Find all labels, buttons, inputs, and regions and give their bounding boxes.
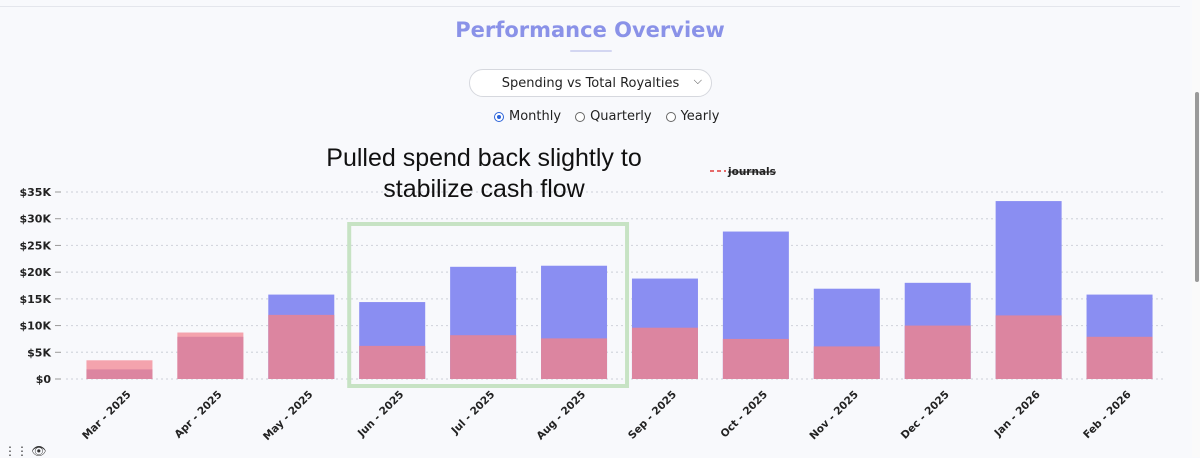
x-tick-label: Mar - 2025 [80, 389, 133, 442]
scrollbar-thumb[interactable] [1195, 92, 1199, 282]
footer-tools: ⋮⋮ 👁 [4, 444, 47, 458]
x-tick-label: Jul - 2025 [449, 389, 498, 438]
x-tick-label: Nov - 2025 [807, 389, 861, 443]
radio-monthly-label: Monthly [509, 109, 562, 124]
radio-yearly-label: Yearly [680, 109, 720, 124]
spend-bar [631, 327, 698, 379]
spend-bar [541, 338, 608, 379]
x-tick-label: Jun - 2025 [355, 389, 406, 440]
spend-bar [268, 314, 335, 379]
radio-quarterly[interactable]: Quarterly [575, 109, 652, 124]
title-underline [570, 50, 612, 52]
x-tick-label: Dec - 2025 [899, 389, 952, 442]
page-title: Performance Overview [455, 18, 725, 42]
legend-label: journals [727, 166, 776, 178]
spend-bar [359, 345, 426, 379]
chart-type-select-value: Spending vs Total Royalties [501, 76, 680, 91]
radio-quarterly-indicator[interactable] [575, 111, 586, 122]
radio-monthly-indicator[interactable] [494, 111, 504, 122]
radio-yearly[interactable]: Yearly [665, 109, 720, 124]
x-tick-label: Apr - 2025 [172, 389, 224, 441]
x-tick-label: Oct - 2025 [718, 389, 770, 441]
radio-yearly-indicator[interactable] [665, 111, 676, 122]
top-divider [0, 6, 1180, 7]
x-tick-label: Feb - 2026 [1081, 389, 1134, 442]
drag-handle-icon[interactable]: ⋮⋮ [4, 444, 28, 458]
spend-bar [904, 325, 971, 379]
spend-bar [995, 315, 1062, 379]
y-tick-label: $35K [20, 186, 52, 199]
y-tick-label: $30K [20, 213, 52, 226]
chevron-down-icon: ⌵ [693, 75, 702, 87]
spend-bar [1086, 336, 1153, 379]
y-tick-label: $10K [20, 320, 52, 333]
y-tick-label: $15K [20, 293, 52, 306]
spend-bar [450, 335, 517, 379]
spend-bar [722, 338, 789, 379]
spend-bar [177, 336, 244, 379]
y-tick-label: $20K [20, 266, 52, 279]
spend-bar [86, 369, 153, 379]
y-tick-label: $25K [20, 239, 52, 252]
y-tick-label: $0 [36, 373, 52, 386]
eye-icon[interactable]: 👁 [31, 444, 47, 458]
period-radio-group: Monthly Quarterly Yearly [494, 109, 719, 124]
x-tick-label: Aug - 2025 [534, 389, 588, 443]
radio-quarterly-label: Quarterly [590, 109, 652, 124]
x-tick-label: Jan - 2026 [992, 389, 1043, 440]
y-tick-label: $5K [27, 346, 51, 359]
chart-annotation: Pulled spend back slightly to stabilize … [326, 144, 642, 203]
x-tick-label: May - 2025 [261, 389, 315, 443]
radio-monthly[interactable]: Monthly [494, 109, 561, 124]
chart-type-select[interactable]: Spending vs Total Royalties ⌵ [469, 69, 712, 97]
x-tick-label: Sep - 2025 [626, 389, 679, 442]
spend-bar [813, 346, 880, 379]
highlight-box [347, 222, 630, 388]
